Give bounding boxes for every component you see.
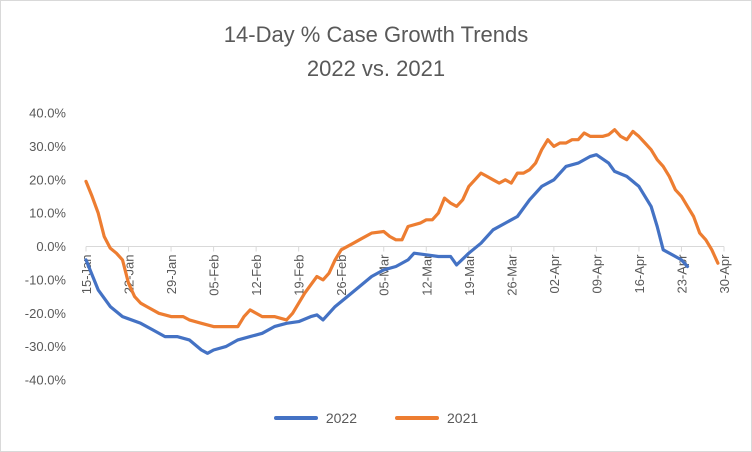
chart-title-block: 14-Day % Case Growth Trends 2022 vs. 202… [0,18,752,86]
x-tick-label: 30-Apr [717,254,732,294]
x-tick-label: 26-Feb [334,255,349,296]
x-tick-label: 02-Apr [547,254,562,294]
legend-swatch-2022 [273,416,318,420]
x-axis: 15-Jan 22-Jan 29-Jan 05-Feb 12-Feb 19-Feb 26-F… [79,246,732,296]
x-tick-label: 09-Apr [589,254,604,294]
legend: 2022 2021 [0,410,752,426]
y-tick-label: 30.0% [29,139,66,154]
y-tick-label: -30.0% [25,339,67,354]
y-tick-label: 20.0% [29,172,66,187]
chart-title: 14-Day % Case Growth Trends [223,22,529,47]
y-tick-label: 0.0% [36,239,66,254]
series-line-2022 [84,153,690,355]
y-tick-label: -10.0% [25,272,67,287]
chart-subtitle: 2022 vs. 2021 [306,56,446,81]
x-tick-label: 12-Mar [419,254,434,296]
series-layer [84,128,720,355]
y-axis-labels: 40.0% 30.0% 20.0% 10.0% 0.0% -10.0% -20.0% -30.… [25,106,67,388]
y-tick-label: 40.0% [29,106,66,121]
x-tick-label: 15-Jan [79,255,94,295]
x-tick-label: 05-Feb [207,255,222,296]
y-tick-label: -40.0% [25,373,67,388]
x-tick-label: 19-Mar [462,254,477,296]
x-tick-label: 05-Mar [377,254,392,296]
x-tick-label: 12-Feb [249,255,264,296]
y-tick-label: 10.0% [29,206,66,221]
legend-swatch-2021 [395,416,439,420]
x-tick-label: 29-Jan [164,255,179,295]
y-tick-label: -20.0% [25,306,67,321]
legend-item-2022: 2022 [273,410,357,426]
series-line-2021 [84,128,720,329]
x-tick-label: 19-Feb [292,255,307,296]
legend-label-2021: 2021 [447,410,479,426]
x-tick-label: 26-Mar [504,254,519,296]
legend-item-2021: 2021 [395,410,478,426]
legend-label-2022: 2022 [325,410,357,426]
x-tick-label: 16-Apr [632,254,647,294]
